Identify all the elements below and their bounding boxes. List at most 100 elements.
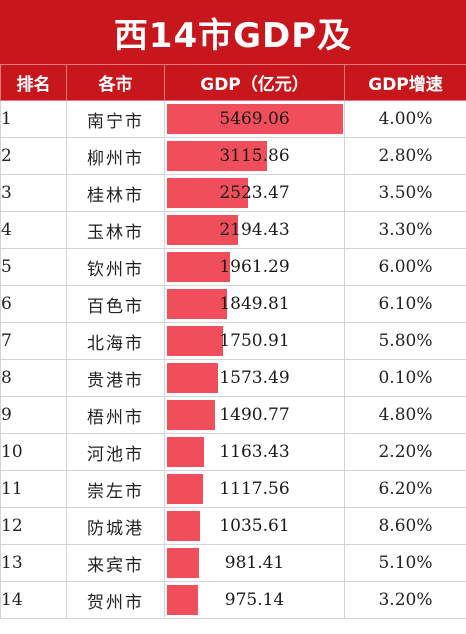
growth-cell: 5.80% [344, 322, 466, 360]
header-growth: GDP增速 [344, 64, 466, 101]
gdp-value: 1117.56 [219, 479, 290, 499]
gdp-value: 975.14 [224, 590, 285, 610]
gdp-value: 2523.47 [219, 183, 290, 203]
growth-cell: 6.20% [344, 470, 466, 508]
growth-cell: 0.10% [344, 359, 466, 397]
gdp-cell: 1849.81 [164, 285, 345, 323]
gdp-value: 1163.43 [219, 442, 290, 462]
city-cell: 防城港 [66, 507, 165, 545]
title-bar: 西14市GDP及 [0, 0, 466, 64]
gdp-value: 5469.06 [219, 109, 290, 129]
page-title: 西14市GDP及 [113, 15, 353, 56]
gdp-cell: 1573.49 [164, 359, 345, 397]
gdp-value: 1750.91 [219, 331, 290, 351]
city-cell: 贵港市 [66, 359, 165, 397]
gdp-bar [167, 141, 268, 171]
rank-cell: 9 [0, 396, 67, 434]
gdp-value: 3115.86 [219, 146, 290, 166]
gdp-bar [167, 104, 343, 134]
growth-cell: 4.00% [344, 100, 466, 138]
gdp-bar [167, 326, 224, 356]
gdp-cell: 1961.29 [164, 248, 345, 286]
table-body: 1 南宁市 5469.06 4.00% 2 柳州市 3115.86 2.80% 3 桂林市 2523… [0, 100, 466, 619]
gdp-bar [167, 215, 238, 245]
table-row: 14 贺州市 975.14 3.20% [0, 581, 466, 619]
gdp-cell: 981.41 [164, 544, 345, 582]
gdp-bar [167, 363, 218, 393]
growth-cell: 2.80% [344, 137, 466, 175]
rank-cell: 6 [0, 285, 67, 323]
gdp-table: 排名 各市 GDP（亿元） GDP增速 1 南宁市 5469.06 4.00% 2 柳州市… [0, 64, 466, 619]
table-row: 1 南宁市 5469.06 4.00% [0, 100, 466, 138]
gdp-bar [167, 437, 205, 467]
gdp-value: 1573.49 [219, 368, 290, 388]
city-cell: 桂林市 [66, 174, 165, 212]
city-cell: 梧州市 [66, 396, 165, 434]
gdp-cell: 2194.43 [164, 211, 345, 249]
rank-cell: 14 [0, 581, 67, 619]
growth-cell: 5.10% [344, 544, 466, 582]
growth-cell: 3.50% [344, 174, 466, 212]
gdp-bar [167, 585, 199, 615]
rank-cell: 1 [0, 100, 67, 138]
table-row: 5 钦州市 1961.29 6.00% [0, 248, 466, 286]
gdp-bar [167, 548, 199, 578]
header-gdp: GDP（亿元） [164, 64, 345, 101]
table-row: 3 桂林市 2523.47 3.50% [0, 174, 466, 212]
rank-cell: 13 [0, 544, 67, 582]
rank-cell: 12 [0, 507, 67, 545]
city-cell: 来宾市 [66, 544, 165, 582]
gdp-value: 1961.29 [219, 257, 290, 277]
table-row: 12 防城港 1035.61 8.60% [0, 507, 466, 545]
gdp-cell: 1163.43 [164, 433, 345, 471]
growth-cell: 6.10% [344, 285, 466, 323]
table-row: 8 贵港市 1573.49 0.10% [0, 359, 466, 397]
rank-cell: 3 [0, 174, 67, 212]
table-row: 9 梧州市 1490.77 4.80% [0, 396, 466, 434]
gdp-cell: 1035.61 [164, 507, 345, 545]
rank-cell: 7 [0, 322, 67, 360]
gdp-value: 1849.81 [219, 294, 290, 314]
city-cell: 河池市 [66, 433, 165, 471]
table-row: 2 柳州市 3115.86 2.80% [0, 137, 466, 175]
rank-cell: 5 [0, 248, 67, 286]
rank-cell: 8 [0, 359, 67, 397]
rank-cell: 4 [0, 211, 67, 249]
growth-cell: 6.00% [344, 248, 466, 286]
header-rank: 排名 [0, 64, 67, 101]
rank-cell: 10 [0, 433, 67, 471]
gdp-cell: 1490.77 [164, 396, 345, 434]
city-cell: 贺州市 [66, 581, 165, 619]
city-cell: 柳州市 [66, 137, 165, 175]
city-cell: 崇左市 [66, 470, 165, 508]
header-row: 排名 各市 GDP（亿元） GDP增速 [0, 64, 466, 101]
gdp-cell: 5469.06 [164, 100, 345, 138]
table-row: 7 北海市 1750.91 5.80% [0, 322, 466, 360]
table-row: 13 来宾市 981.41 5.10% [0, 544, 466, 582]
growth-cell: 4.80% [344, 396, 466, 434]
gdp-value: 2194.43 [219, 220, 290, 240]
city-cell: 北海市 [66, 322, 165, 360]
gdp-bar [167, 474, 203, 504]
growth-cell: 3.30% [344, 211, 466, 249]
gdp-cell: 1750.91 [164, 322, 345, 360]
rank-cell: 11 [0, 470, 67, 508]
rank-cell: 2 [0, 137, 67, 175]
growth-cell: 8.60% [344, 507, 466, 545]
gdp-cell: 2523.47 [164, 174, 345, 212]
growth-cell: 3.20% [344, 581, 466, 619]
gdp-bar [167, 289, 227, 319]
city-cell: 南宁市 [66, 100, 165, 138]
header-city: 各市 [66, 64, 165, 101]
city-cell: 玉林市 [66, 211, 165, 249]
city-cell: 百色市 [66, 285, 165, 323]
gdp-bar [167, 400, 215, 430]
gdp-bar [167, 178, 249, 208]
table-row: 6 百色市 1849.81 6.10% [0, 285, 466, 323]
gdp-cell: 1117.56 [164, 470, 345, 508]
gdp-bar [167, 252, 231, 282]
table-row: 4 玉林市 2194.43 3.30% [0, 211, 466, 249]
table-row: 11 崇左市 1117.56 6.20% [0, 470, 466, 508]
gdp-cell: 3115.86 [164, 137, 345, 175]
table-row: 10 河池市 1163.43 2.20% [0, 433, 466, 471]
